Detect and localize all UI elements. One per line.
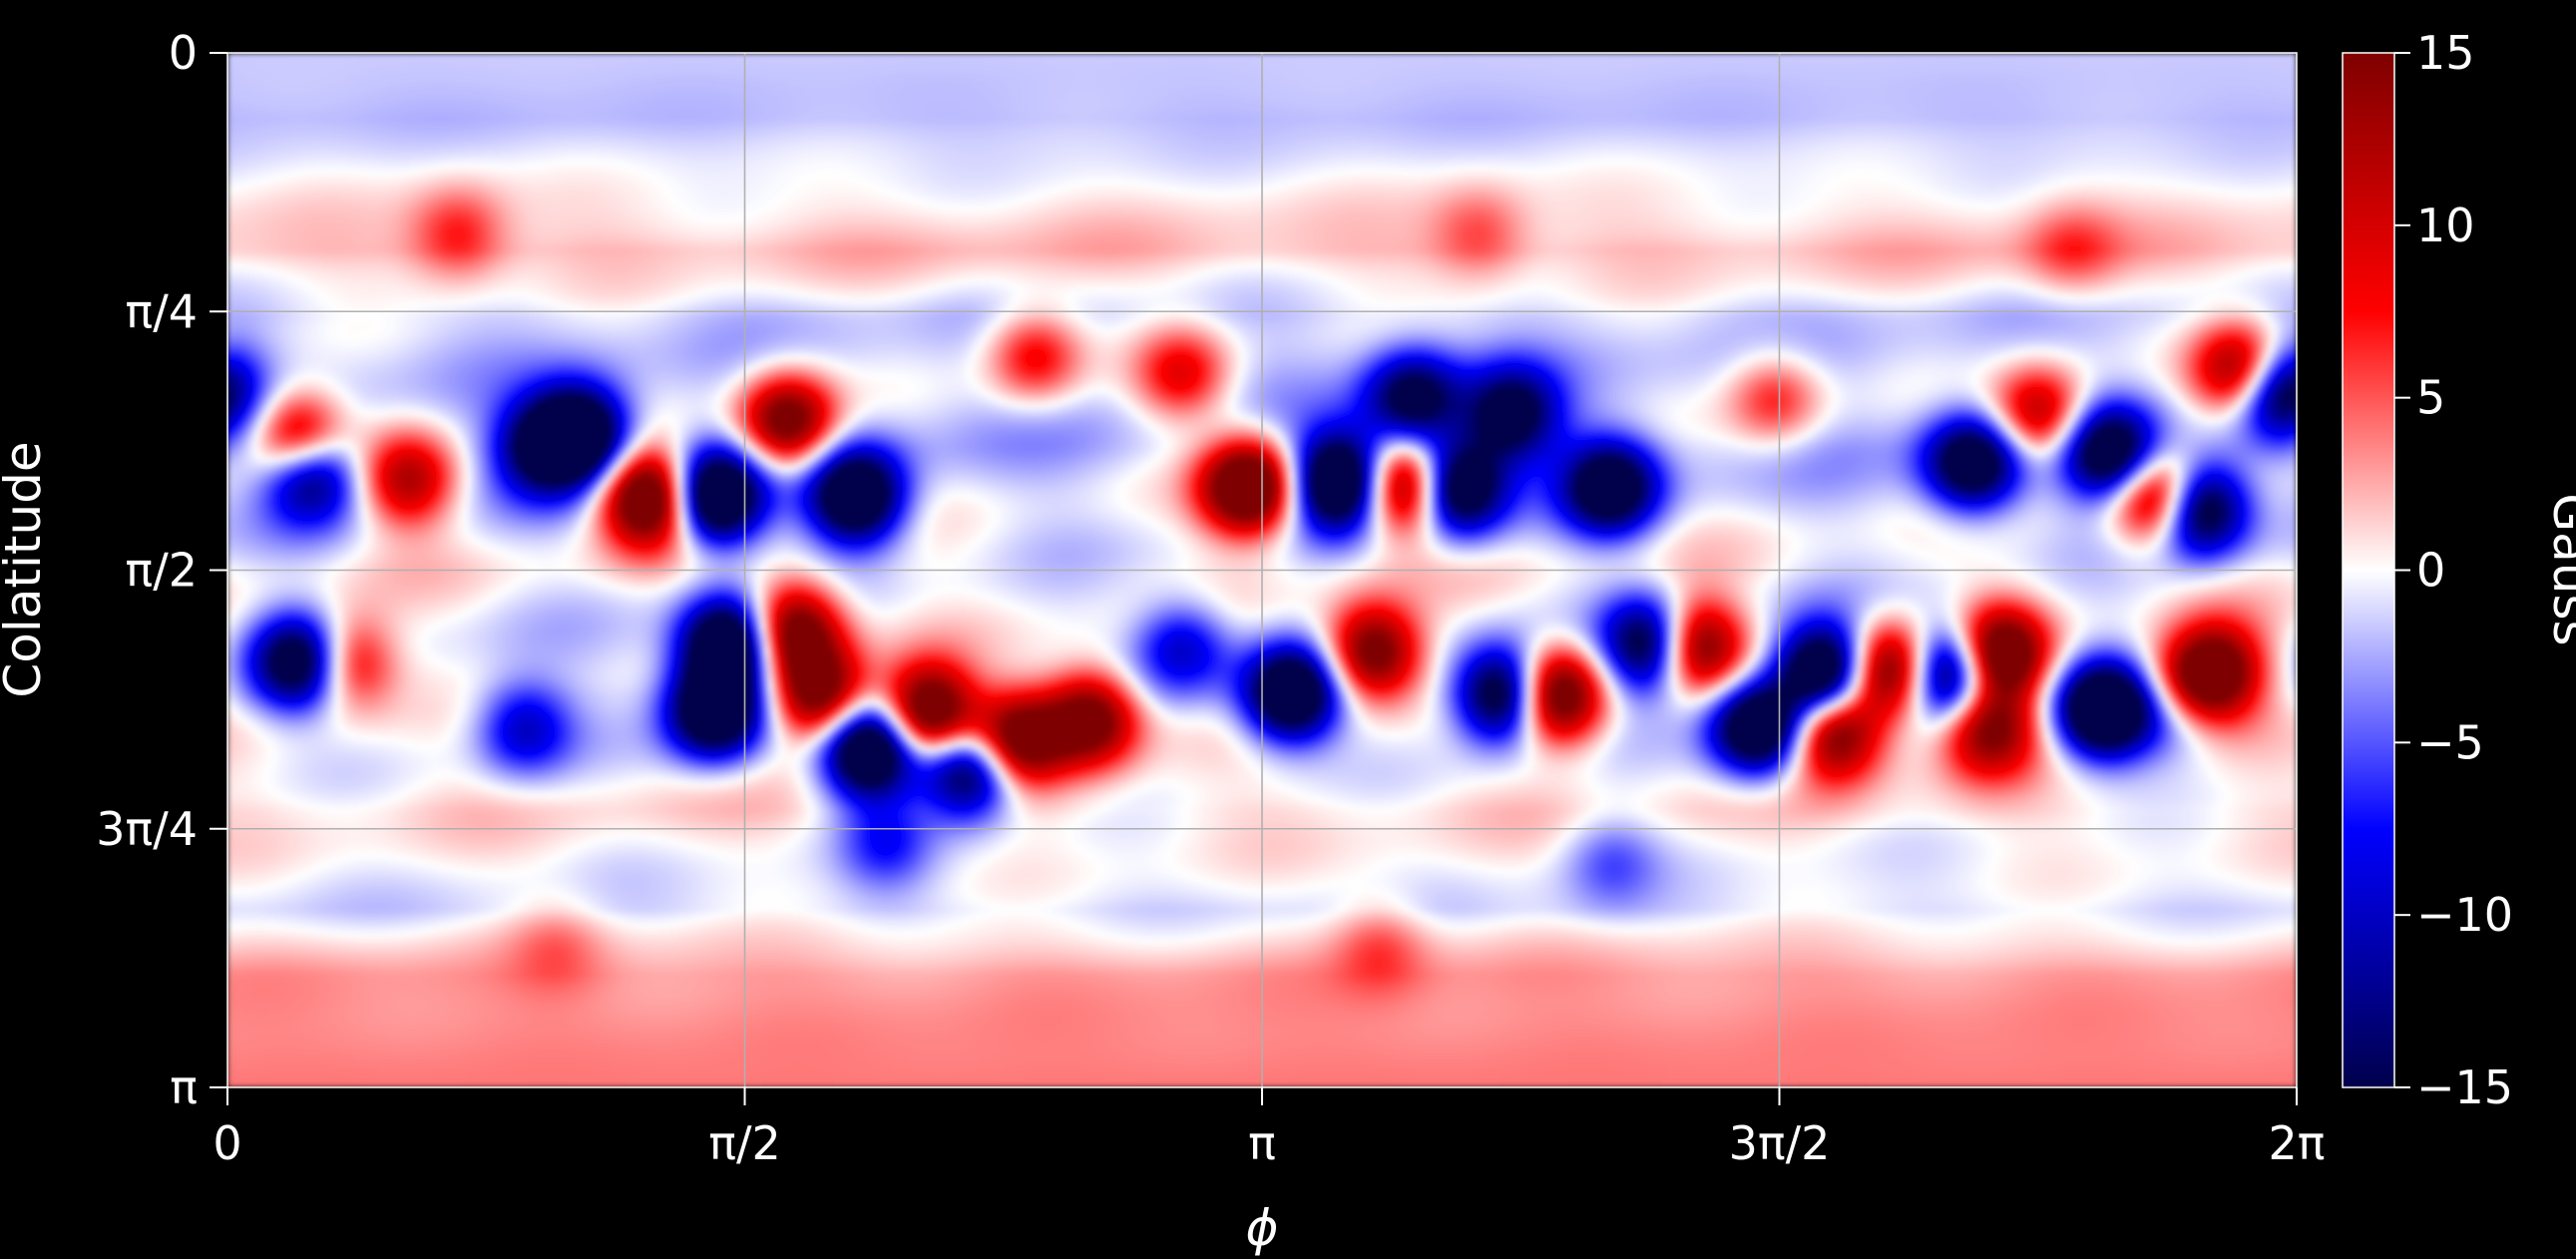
colorbar-tick-label: 15	[2416, 26, 2475, 80]
x-axis-label: ϕ	[1246, 1199, 1279, 1257]
colorbar-tick-label: 10	[2416, 199, 2475, 252]
colorbar-gradient	[2342, 52, 2395, 1088]
colorbar-tick-label: −15	[2416, 1060, 2513, 1114]
x-tick-label: π/2	[708, 1116, 780, 1170]
y-axis-ticks: 0 π/4 π/2 3π/4 π	[96, 26, 227, 1114]
x-tick-label: 2π	[2269, 1116, 2326, 1170]
colorbar-ticks: 15 10 5 0 −5 −10 −15	[2394, 26, 2513, 1114]
colorbar-tick-label: −5	[2416, 715, 2484, 769]
grid-lines	[227, 53, 2297, 1087]
x-axis-ticks: 0 π/2 π 3π/2 2π	[213, 1087, 2325, 1170]
y-tick-label: π/4	[126, 284, 198, 338]
y-tick-label: π/2	[126, 544, 198, 598]
y-tick-label: 3π/4	[96, 802, 198, 856]
x-tick-label: 0	[213, 1116, 241, 1170]
y-axis-label: Colatitude	[0, 441, 52, 697]
colorbar-label: Gauss	[2542, 493, 2576, 645]
colorbar-tick-label: −10	[2416, 888, 2513, 942]
y-tick-label: 0	[169, 26, 198, 80]
colorbar: 15 10 5 0 −5 −10 −15 Gauss	[2342, 26, 2576, 1114]
x-tick-label: 3π/2	[1729, 1116, 1831, 1170]
colorbar-tick-label: 5	[2416, 371, 2445, 425]
colorbar-tick-label: 0	[2416, 544, 2445, 598]
y-tick-label: π	[170, 1060, 198, 1114]
x-tick-label: π	[1248, 1116, 1276, 1170]
